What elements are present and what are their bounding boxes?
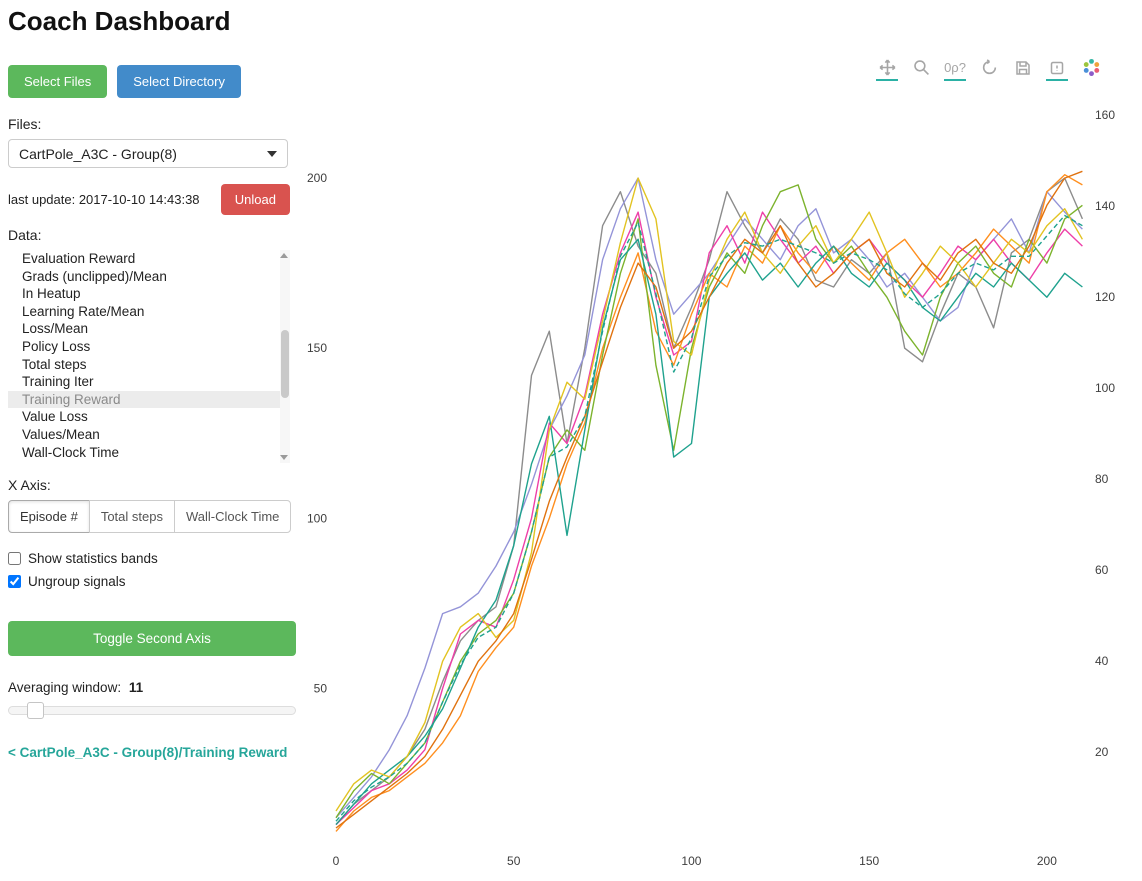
tick-label: 50 [314,681,328,695]
tick-label: 160 [1095,108,1115,122]
main-layout: Select Files Select Directory Files: Car… [0,41,1142,873]
tick-label: 100 [1095,381,1115,395]
ungroup-signals-row: Ungroup signals [8,574,292,589]
ungroup-signals-label: Ungroup signals [28,574,126,589]
averaging-window-slider[interactable] [8,702,296,719]
tick-label: 20 [1095,745,1109,759]
averaging-window-label: Averaging window: [8,680,122,695]
show-statistics-bands-row: Show statistics bands [8,551,292,566]
caret-down-icon [267,150,277,157]
x-axis-option-total-steps[interactable]: Total steps [88,500,175,533]
files-dropdown[interactable]: CartPole_A3C - Group(8) [8,139,288,168]
show-statistics-bands-checkbox[interactable] [8,552,21,565]
series-agent_7 [335,170,1083,829]
show-statistics-bands-label: Show statistics bands [28,551,158,566]
tick-label: 120 [1095,290,1115,304]
box-zoom-icon[interactable] [910,57,932,81]
tick-label: 100 [307,511,327,525]
files-dropdown-value: CartPole_A3C - Group(8) [19,145,177,162]
data-list-item-selected[interactable]: Training Reward [8,390,290,409]
tick-label: 60 [1095,563,1109,577]
control-sidebar: Select Files Select Directory Files: Car… [0,41,300,760]
wheel-zoom-icon[interactable]: 0ρ? [944,57,966,81]
scroll-up-icon[interactable] [280,253,288,258]
select-directory-button[interactable]: Select Directory [117,65,241,98]
chart-panel: 0ρ? 0 50 100 150 200 50 100 15 [300,41,1142,873]
listbox-scrollbar[interactable] [280,250,290,463]
data-list-item[interactable]: Values/Mean [22,426,100,442]
select-files-button[interactable]: Select Files [8,65,108,98]
page-title: Coach Dashboard [8,6,231,36]
unload-button[interactable]: Unload [220,184,290,215]
data-list-item[interactable]: Value Loss [22,409,88,425]
last-update-row: last update: 2017-10-10 14:43:38 Unload [8,184,290,215]
tick-label: 140 [1095,199,1115,213]
data-list-item[interactable]: In Heatup [22,286,81,302]
data-list-item[interactable]: Evaluation Reward [22,251,136,266]
last-update-text: last update: 2017-10-10 14:43:38 [8,192,200,207]
series-agent_5 [335,238,1083,826]
tick-label: 150 [307,341,327,355]
data-list-item[interactable]: Loss/Mean [22,321,89,337]
files-label: Files: [8,116,42,132]
toggle-second-axis-button[interactable]: Toggle Second Axis [8,621,296,656]
scrollbar-thumb[interactable] [281,330,289,398]
data-list-item[interactable]: Training Iter [22,374,94,390]
slider-handle[interactable] [27,702,44,719]
series-mean [335,214,1083,822]
tick-label: 100 [681,854,701,868]
data-list-item[interactable]: Wall-Clock Time [22,444,120,460]
breadcrumb-link[interactable]: < CartPole_A3C - Group(8)/Training Rewar… [8,745,288,760]
tick-label: 40 [1095,654,1109,668]
tick-label: 150 [859,854,879,868]
tick-label: 80 [1095,472,1109,486]
pan-icon[interactable] [876,57,898,81]
series-agent_2 [335,211,1083,826]
x-axis-option-wall-clock[interactable]: Wall-Clock Time [173,500,292,533]
chart-toolbar: 0ρ? [306,55,1102,81]
file-buttons-row: Select Files Select Directory [8,65,292,98]
reset-icon[interactable] [978,57,1000,81]
x-axis-option-episode[interactable]: Episode # [8,500,90,533]
averaging-window-row: Averaging window: 11 [8,680,292,695]
hover-icon[interactable] [1046,57,1068,81]
data-list-item[interactable]: Total steps [22,356,87,372]
series-agent_6 [335,177,1084,812]
tick-label: 50 [507,854,521,868]
scroll-down-icon[interactable] [280,455,288,460]
data-list-item[interactable]: Learning Rate/Mean [22,303,145,319]
x-axis-segmented-control: Episode # Total steps Wall-Clock Time [8,500,292,533]
training-reward-chart[interactable]: 0 50 100 150 200 50 100 150 200 20 40 60 80 100 120 140… [306,83,1120,873]
ungroup-signals-checkbox[interactable] [8,575,21,588]
data-label: Data: [8,227,42,243]
data-list-item[interactable]: Policy Loss [22,338,91,354]
save-icon[interactable] [1012,57,1034,81]
bokeh-logo-icon[interactable] [1080,57,1102,81]
averaging-window-value: 11 [128,680,144,695]
tick-label: 0 [333,854,340,868]
x-axis-label: X Axis: [8,477,51,493]
data-list-item[interactable]: Grads (unclipped)/Mean [22,268,167,284]
data-listbox: Evaluation Reward Grads (unclipped)/Mean… [8,250,290,463]
tick-label: 200 [1037,854,1057,868]
tick-label: 200 [307,171,327,185]
